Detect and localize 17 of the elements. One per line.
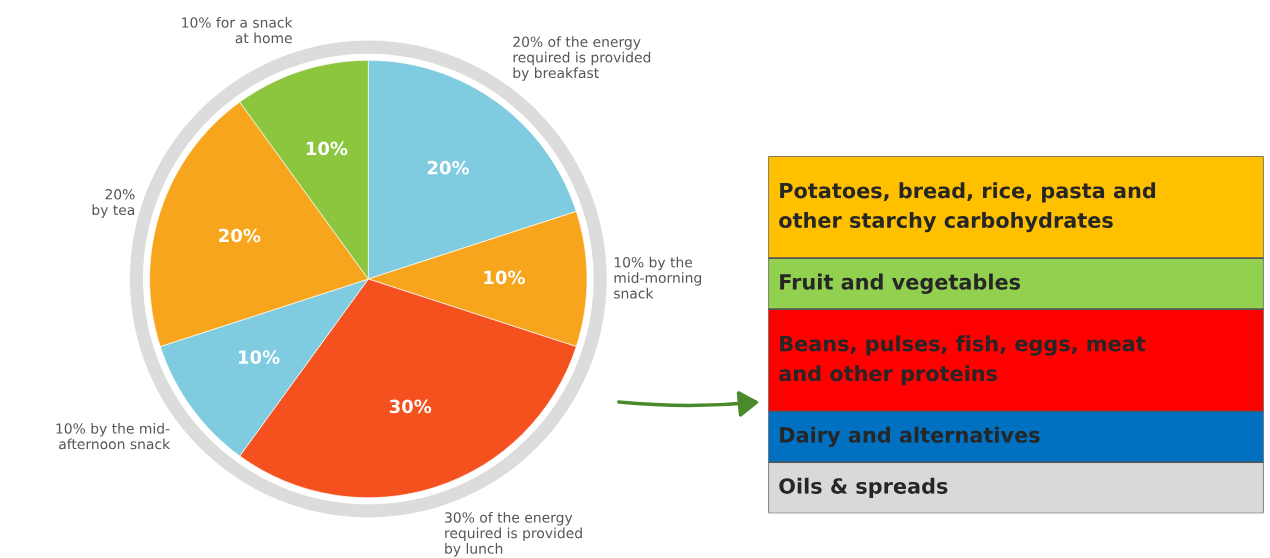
data-label: 10% <box>239 350 280 364</box>
data-label: 20% <box>219 228 261 243</box>
slice-label: 10% for a snack at home <box>182 17 293 44</box>
category-label: Dairy and alternatives <box>780 426 1040 447</box>
category-label: Oils & spreads <box>779 477 948 498</box>
slice-label: 30% of the energy required is provided by lunch <box>445 511 582 557</box>
category-label: Fruit and vegetables <box>780 273 1021 294</box>
slice-label: 20% by tea <box>92 189 135 218</box>
slice-label: 20% of the energy required is provided by breakfast <box>513 36 651 81</box>
category-label: Beans, pulses, fish, eggs, meat and other proteins <box>779 335 1146 386</box>
data-label: 20% <box>427 160 470 175</box>
slice-label: 10% by the mid-morning snack <box>614 256 702 299</box>
slice-label: 10% by the mid- afternoon snack <box>56 423 171 450</box>
data-label: 10% <box>306 141 348 156</box>
data-label: 30% <box>389 399 432 414</box>
category-label: Potatoes, bread, rice, pasta and other starchy carbohydrates <box>779 182 1156 233</box>
data-label: 10% <box>484 270 525 285</box>
